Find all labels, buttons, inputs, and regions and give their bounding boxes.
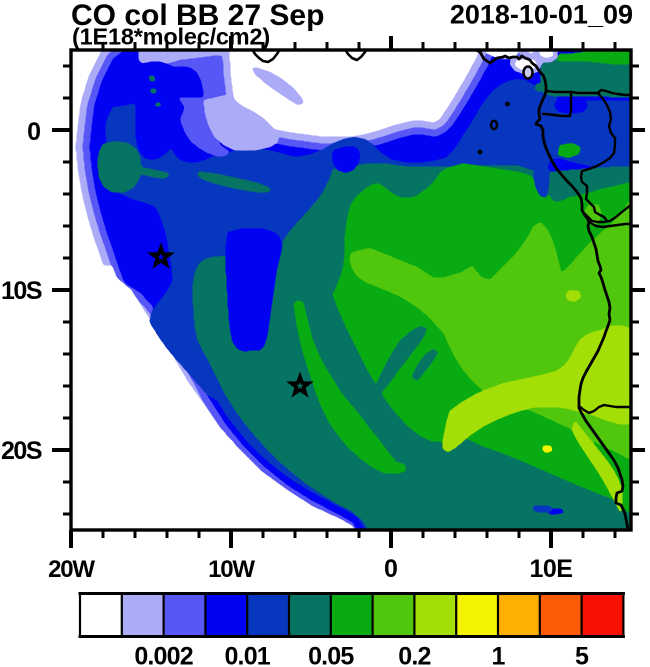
svg-text:0.01: 0.01 (224, 643, 270, 667)
svg-text:0.002: 0.002 (134, 643, 193, 667)
svg-text:10W: 10W (208, 556, 255, 583)
svg-text:10S: 10S (1, 277, 42, 305)
svg-text:(1E18*molec/cm2): (1E18*molec/cm2) (72, 24, 270, 50)
svg-text:5: 5 (575, 643, 589, 667)
svg-text:2018-10-01_09: 2018-10-01_09 (450, 0, 633, 30)
svg-text:1: 1 (491, 643, 505, 667)
svg-text:0.05: 0.05 (308, 643, 354, 667)
svg-text:CO col BB 27 Sep: CO col BB 27 Sep (71, 0, 324, 32)
svg-text:20S: 20S (1, 437, 42, 465)
svg-text:0: 0 (27, 118, 41, 146)
svg-text:0: 0 (384, 555, 398, 583)
svg-text:0.2: 0.2 (398, 643, 430, 667)
svg-text:20W: 20W (48, 556, 95, 583)
svg-text:10E: 10E (530, 555, 573, 583)
